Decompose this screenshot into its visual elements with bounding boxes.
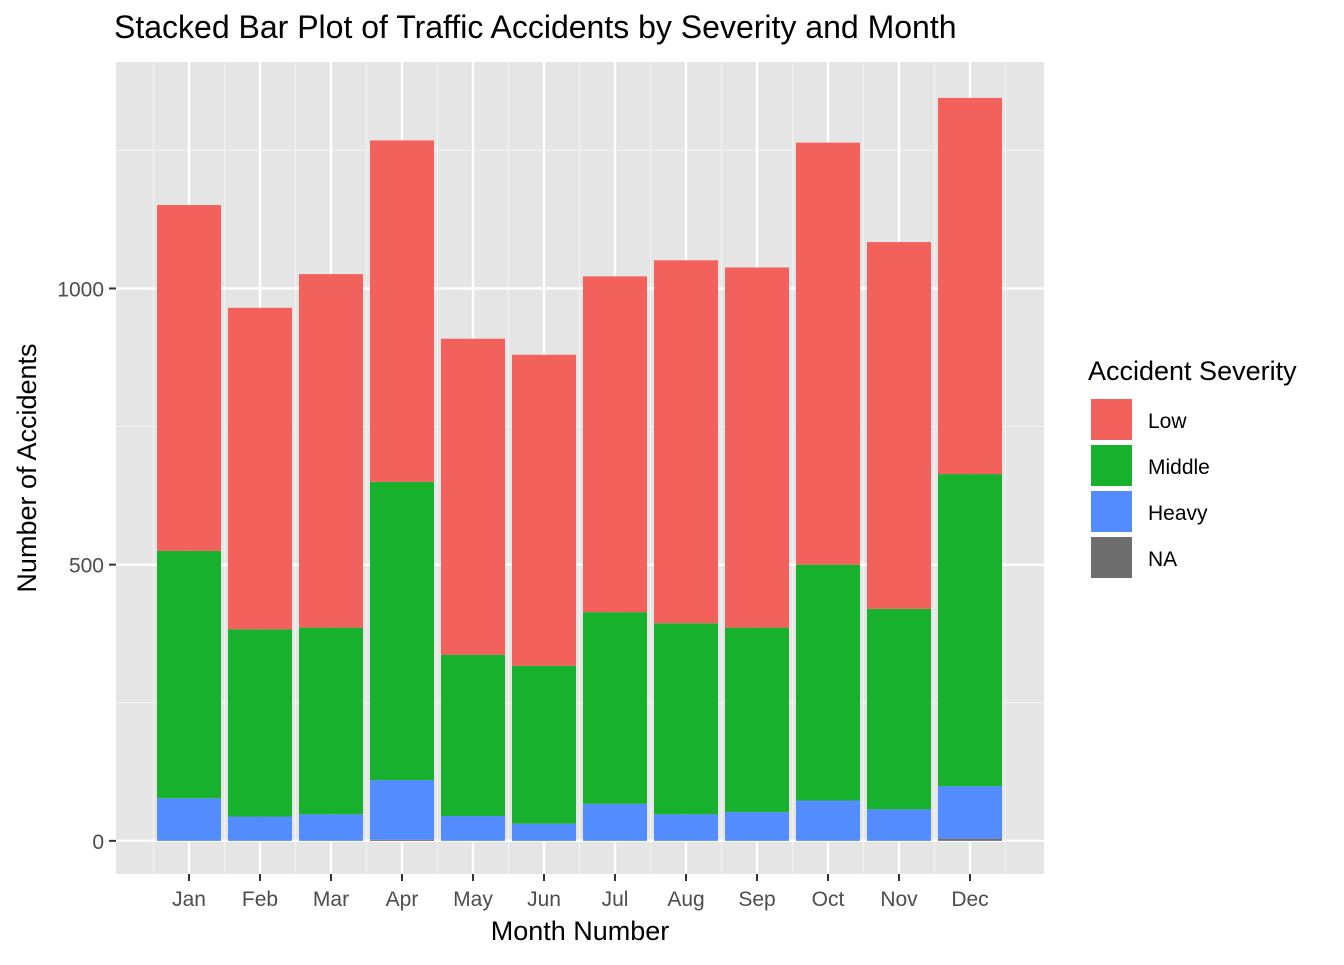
- bar-middle-mar: [299, 627, 363, 815]
- bar-low-feb: [228, 307, 292, 630]
- x-tick-label: Nov: [880, 888, 918, 911]
- bar-heavy-feb: [228, 816, 292, 841]
- x-tick-label: Feb: [242, 888, 278, 911]
- legend-label-na: NA: [1148, 548, 1177, 571]
- bars: [157, 97, 1002, 841]
- legend-key-na: [1089, 535, 1134, 580]
- bar-middle-oct: [796, 564, 860, 801]
- bar-middle-feb: [228, 629, 292, 817]
- y-axis-label: Number of Accidents: [12, 343, 42, 592]
- x-tick-label: Apr: [386, 888, 419, 911]
- legend: Accident Severity Low Middle Heavy NA: [1088, 356, 1297, 580]
- x-axis: Jan Feb Mar Apr May Jun Jul Aug Sep Oct Nov Dec: [172, 874, 989, 911]
- y-tick-label: 0: [92, 831, 104, 854]
- x-tick-label: Dec: [951, 888, 988, 911]
- bar-low-mar: [299, 274, 363, 628]
- x-tick-label: Oct: [812, 888, 845, 911]
- bar-heavy-nov: [867, 809, 931, 841]
- bar-middle-may: [441, 654, 505, 816]
- x-tick-label: Aug: [667, 888, 704, 911]
- bar-middle-nov: [867, 608, 931, 810]
- bar-heavy-oct: [796, 800, 860, 841]
- legend-label-middle: Middle: [1148, 456, 1210, 479]
- x-tick-label: Mar: [313, 888, 349, 911]
- y-tick-label: 500: [69, 555, 104, 578]
- x-tick-label: May: [453, 888, 493, 911]
- bar-low-nov: [867, 242, 931, 609]
- bar-middle-jul: [583, 612, 647, 804]
- bar-middle-jan: [157, 550, 221, 799]
- legend-key-middle: [1089, 443, 1134, 488]
- x-axis-label: Month Number: [491, 916, 670, 946]
- legend-key-heavy: [1089, 489, 1134, 534]
- bar-low-dec: [938, 97, 1002, 475]
- bar-heavy-apr: [370, 780, 434, 840]
- bar-heavy-sep: [725, 812, 789, 841]
- bar-middle-apr: [370, 481, 434, 781]
- bar-low-aug: [654, 260, 718, 624]
- x-tick-label: Jun: [527, 888, 561, 911]
- bar-low-sep: [725, 267, 789, 628]
- bar-na-apr: [370, 839, 434, 841]
- y-tick-label: 1000: [57, 278, 104, 301]
- grid-minor: [116, 62, 1044, 874]
- legend-key-low: [1089, 397, 1134, 442]
- bar-middle-aug: [654, 623, 718, 815]
- bar-low-oct: [796, 142, 860, 565]
- bar-middle-sep: [725, 627, 789, 813]
- legend-label-heavy: Heavy: [1148, 502, 1208, 525]
- y-axis: 0 500 1000: [57, 278, 116, 854]
- bar-heavy-dec: [938, 786, 1002, 839]
- x-tick-label: Jul: [602, 888, 629, 911]
- x-tick-label: Sep: [738, 888, 775, 911]
- legend-title: Accident Severity: [1088, 356, 1297, 386]
- bar-low-jan: [157, 205, 221, 551]
- bar-low-jun: [512, 354, 576, 666]
- bar-heavy-jan: [157, 798, 221, 841]
- legend-items: Low Middle Heavy NA: [1089, 397, 1210, 580]
- bar-heavy-jun: [512, 823, 576, 841]
- bar-middle-jun: [512, 665, 576, 824]
- bar-na-dec: [938, 838, 1002, 841]
- bar-low-jul: [583, 276, 647, 613]
- x-tick-label: Jan: [172, 888, 206, 911]
- bar-heavy-may: [441, 816, 505, 841]
- chart-title: Stacked Bar Plot of Traffic Accidents by…: [114, 9, 957, 45]
- bar-low-apr: [370, 140, 434, 482]
- bar-heavy-jul: [583, 803, 647, 841]
- bar-middle-dec: [938, 474, 1002, 787]
- bar-low-may: [441, 338, 505, 655]
- bar-heavy-mar: [299, 814, 363, 841]
- bar-heavy-aug: [654, 814, 718, 841]
- legend-label-low: Low: [1148, 410, 1187, 433]
